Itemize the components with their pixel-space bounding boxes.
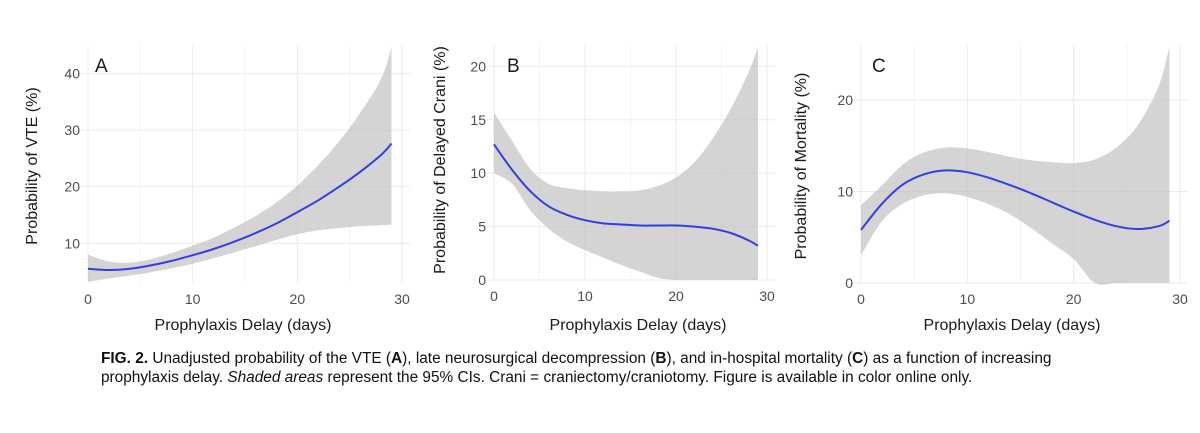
panel-letter-b: B xyxy=(507,56,520,77)
x-tick-label: 20 xyxy=(290,291,306,307)
figure-panels: 0 10 20 30 10 20 30 40 A Prophylaxis Delay (day… xyxy=(24,45,1188,334)
y-tick-label: 15 xyxy=(470,112,486,128)
y-tick-label: 0 xyxy=(845,275,853,291)
x-tick-label: 10 xyxy=(185,291,201,307)
caption-text-1: Unadjusted probability of the VTE ( xyxy=(148,350,392,367)
y-tick-label: 30 xyxy=(64,122,80,138)
caption-text-4: ) as a function of increasing prophylaxi… xyxy=(101,350,1052,386)
caption-text-2: ), late neurosurgical decompression ( xyxy=(402,350,656,367)
x-tick-label: 0 xyxy=(84,291,92,307)
x-tick-label: 30 xyxy=(394,291,410,307)
y-tick-label: 0 xyxy=(478,272,486,288)
x-tick-label: 0 xyxy=(490,288,498,304)
confidence-band xyxy=(88,47,392,282)
plot-area-a: 0 10 20 30 10 20 30 40 xyxy=(64,45,410,307)
y-axis-label-b: Probability of Delayed Crani (%) xyxy=(432,46,449,274)
x-axis-label-a: Prophylaxis Delay (days) xyxy=(155,317,332,334)
caption-letter-c: C xyxy=(852,350,864,367)
y-tick-label: 10 xyxy=(837,183,853,199)
caption-shaded-areas: Shaded areas xyxy=(227,368,324,386)
caption-letter-b: B xyxy=(655,350,667,367)
plot-area-c: 0 10 20 30 0 10 20 xyxy=(837,45,1188,307)
y-axis-label-c: Probability of Mortality (%) xyxy=(793,73,810,260)
x-tick-label: 30 xyxy=(1172,291,1188,307)
x-axis-label-b: Prophylaxis Delay (days) xyxy=(550,317,727,334)
x-axis-label-c: Prophylaxis Delay (days) xyxy=(924,317,1101,334)
y-tick-label: 20 xyxy=(837,92,853,108)
y-tick-label: 40 xyxy=(64,65,80,81)
panel-b: 0 10 20 30 0 5 10 15 20 B Prophylaxis Delay (day… xyxy=(432,45,775,334)
x-tick-label: 20 xyxy=(1066,291,1082,307)
caption-text-5: represent the 95% CIs. Crani = craniecto… xyxy=(323,368,973,386)
y-axis-label-a: Probability of VTE (%) xyxy=(24,87,41,244)
fitted-curve xyxy=(860,169,1170,231)
x-tick-label: 10 xyxy=(577,288,593,304)
y-tick-label: 10 xyxy=(470,165,486,181)
panel-a: 0 10 20 30 10 20 30 40 A Prophylaxis Delay (day… xyxy=(24,45,410,334)
panel-letter-c: C xyxy=(872,56,886,77)
y-tick-label: 5 xyxy=(478,219,486,235)
caption-letter-a: A xyxy=(391,350,403,367)
fitted-curve xyxy=(493,143,759,247)
y-tick-label: 20 xyxy=(64,179,80,195)
caption-text-3: ), and in-hospital mortality ( xyxy=(666,350,853,367)
confidence-band xyxy=(861,46,1170,285)
x-tick-label: 10 xyxy=(960,291,976,307)
y-tick-label: 20 xyxy=(470,58,486,74)
plot-area-b: 0 10 20 30 0 5 10 15 20 xyxy=(470,45,775,304)
figure-caption: FIG. 2. Unadjusted probability of the VT… xyxy=(101,350,1101,387)
panel-letter-a: A xyxy=(95,56,108,77)
y-tick-label: 10 xyxy=(64,235,80,251)
x-tick-label: 0 xyxy=(857,291,865,307)
fitted-curve xyxy=(87,142,393,272)
x-tick-label: 30 xyxy=(759,288,775,304)
x-tick-label: 20 xyxy=(668,288,684,304)
confidence-band xyxy=(494,47,758,281)
caption-fig-label: FIG. 2. xyxy=(101,350,149,367)
